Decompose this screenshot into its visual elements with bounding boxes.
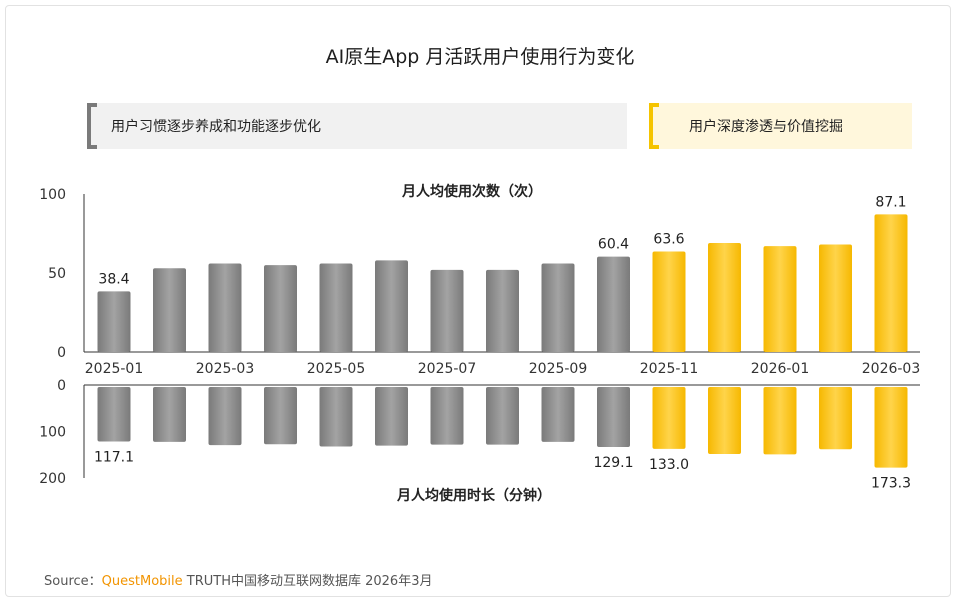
top-bar (708, 242, 741, 352)
top-data-label: 60.4 (598, 237, 629, 253)
top-y-tick-label: 0 (57, 345, 66, 361)
phase-bracket-gray (87, 103, 97, 149)
top-bar (763, 246, 797, 352)
x-tick-label: 2025-05 (307, 361, 366, 377)
x-tick-label: 2025-01 (85, 361, 144, 377)
bottom-y-tick-label: 0 (57, 378, 66, 394)
bottom-bar (264, 387, 297, 445)
bottom-series-title: 月人均使用时长（分钟） (396, 487, 551, 504)
bottom-data-label: 133.0 (649, 457, 689, 473)
x-tick-label: 2025-07 (418, 361, 477, 377)
top-bar (652, 251, 686, 352)
bottom-y-tick-label: 200 (39, 471, 66, 487)
bottom-bar (763, 387, 797, 455)
bottom-bar (375, 387, 408, 446)
phase-bracket-yellow (649, 103, 659, 149)
bottom-bar (153, 387, 186, 442)
top-bar (319, 263, 353, 352)
top-bar (430, 269, 464, 352)
chart-title: AI原生App 月活跃用户使用行为变化 (325, 46, 635, 68)
chart-frame (5, 5, 951, 597)
top-y-tick-label: 50 (48, 266, 66, 282)
top-bar (819, 244, 852, 352)
phase-label-growth: 用户习惯逐步养成和功能逐步优化 (111, 119, 321, 135)
top-bar (97, 291, 131, 352)
phase-banner-penetration: 用户深度渗透与价值挖掘 (649, 103, 912, 149)
bottom-bar (208, 387, 242, 446)
phase-banner-growth: 用户习惯逐步养成和功能逐步优化 (87, 103, 627, 149)
top-y-tick-label: 100 (39, 187, 66, 203)
x-tick-label: 2025-11 (640, 361, 699, 377)
x-tick-label: 2025-09 (529, 361, 588, 377)
bottom-data-label: 173.3 (871, 476, 911, 492)
phase-label-penetration: 用户深度渗透与价值挖掘 (689, 119, 843, 135)
top-bar (264, 265, 297, 352)
bottom-bar (486, 387, 519, 445)
bottom-bar (97, 387, 131, 442)
x-tick-label: 2025-03 (196, 361, 255, 377)
bottom-bar (430, 387, 464, 445)
bottom-y-tick-label: 100 (39, 425, 66, 441)
top-data-label: 63.6 (653, 232, 684, 248)
bottom-data-label: 129.1 (593, 455, 633, 471)
top-bar (597, 256, 630, 352)
bottom-bar (819, 387, 852, 450)
source-brand: QuestMobile (101, 574, 183, 589)
bottom-bar (319, 387, 353, 447)
source-prefix: Source： (44, 574, 102, 589)
top-bar (375, 260, 408, 352)
x-tick-label: 2026-03 (862, 361, 921, 377)
bottom-bar (708, 387, 741, 454)
source-rest: TRUTH中国移动互联网数据库 2026年3月 (182, 574, 433, 589)
bottom-bar (541, 387, 575, 442)
bottom-bar (874, 387, 908, 468)
top-bar (486, 269, 519, 352)
bottom-bar (597, 387, 630, 448)
bottom-bar (652, 387, 686, 449)
top-bar (153, 268, 186, 352)
top-bar (874, 214, 908, 352)
top-data-label: 87.1 (875, 194, 906, 210)
top-bar (541, 263, 575, 352)
x-tick-label: 2026-01 (751, 361, 810, 377)
top-bar (208, 263, 242, 352)
bottom-data-label: 117.1 (94, 449, 134, 465)
source-note: Source：QuestMobile TRUTH中国移动互联网数据库 2026年… (44, 570, 432, 589)
top-series-title: 月人均使用次数（次） (401, 183, 542, 200)
top-data-label: 38.4 (98, 271, 129, 287)
